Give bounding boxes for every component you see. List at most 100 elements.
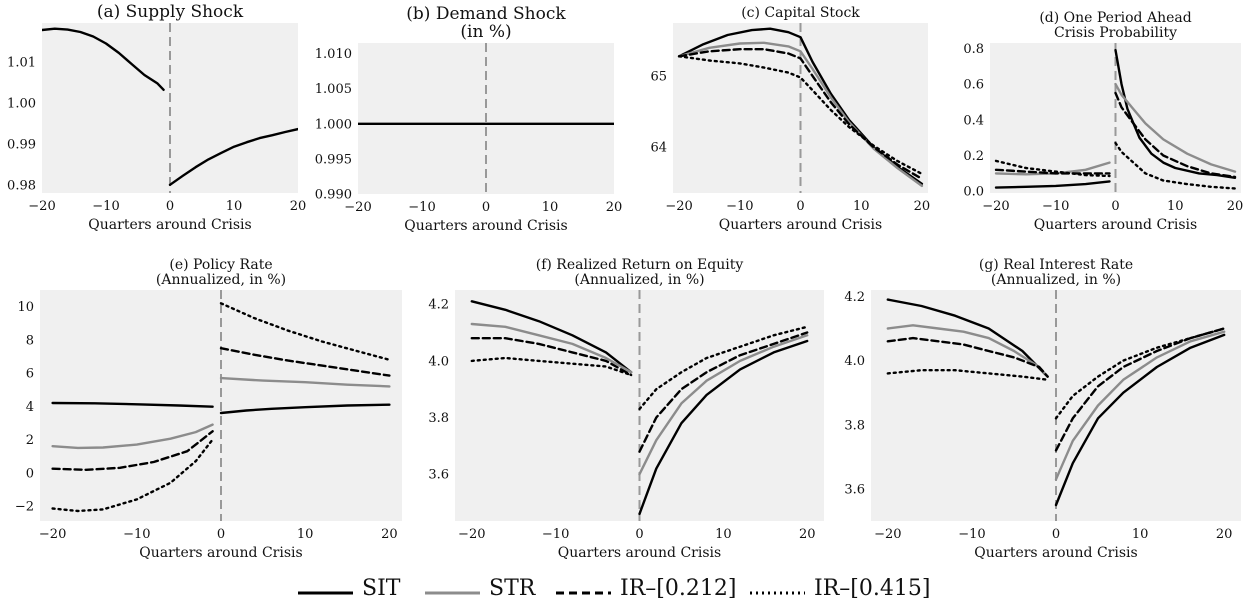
- legend-label-sit: SIT: [362, 576, 401, 601]
- series-line-ir-0-415-: [1054, 327, 1226, 420]
- panel-title-f: (f) Realized Return on Equity: [536, 257, 744, 273]
- x-tick-label: 20: [381, 527, 398, 542]
- series-line-str: [219, 376, 391, 388]
- y-tick-label: 1.005: [315, 82, 352, 97]
- panel-title-c: (c) Capital Stock: [741, 5, 860, 21]
- x-tick-label: −10: [542, 527, 569, 542]
- x-tick-label: 20: [799, 527, 816, 542]
- series-line-ir-0-415-: [1114, 141, 1237, 190]
- y-tick-label: 1.00: [7, 96, 36, 111]
- series-line-str: [638, 334, 809, 476]
- panel-title-b: (b) Demand Shock: [406, 4, 566, 24]
- x-tick-label: −10: [92, 199, 119, 214]
- x-tick-label: 10: [297, 527, 314, 542]
- y-tick-label: 1.000: [315, 117, 352, 132]
- series-line-ir-0-415-: [638, 325, 809, 411]
- panel-c: (c) Capital Stock −20 −10 0 10 20 64 65 Quarters…: [650, 5, 930, 233]
- x-tick-label: 10: [226, 199, 243, 214]
- x-tick-label: −20: [458, 527, 485, 542]
- x-tick-label: 0: [796, 199, 804, 214]
- series-line-ir-0-212-: [886, 336, 1049, 378]
- series-line-str: [470, 322, 633, 374]
- series-line-sit: [51, 401, 214, 408]
- series-group: [51, 302, 391, 513]
- panel-e: (e) Policy Rate(Annualized, in %)−20 −10 0…: [15, 257, 402, 561]
- y-tick-label: −2: [15, 500, 34, 515]
- x-tick-label: −20: [982, 199, 1009, 214]
- x-tick-label: −10: [123, 527, 150, 542]
- series-line-sit: [994, 180, 1111, 189]
- x-tick-label: −20: [344, 200, 371, 215]
- x-tick-label: −10: [958, 527, 985, 542]
- series-line-ir-0-212-: [219, 347, 391, 377]
- y-tick-label: 3.8: [428, 411, 449, 426]
- y-tick-label: 4.0: [428, 354, 449, 369]
- series-group: [886, 298, 1226, 507]
- x-tick-label: −10: [726, 199, 753, 214]
- legend-label-ir-0415: IR–[0.415]: [814, 576, 930, 601]
- legend-label-str: STR: [489, 576, 537, 601]
- y-tick-label: 3.6: [428, 468, 449, 483]
- series-line-str: [1114, 82, 1237, 173]
- x-axis-label: Quarters around Crisis: [719, 217, 882, 233]
- x-tick-label: −20: [28, 199, 55, 214]
- x-tick-label: 20: [914, 199, 931, 214]
- x-axis-label: Quarters around Crisis: [404, 218, 567, 234]
- x-axis-label: Quarters around Crisis: [139, 545, 302, 561]
- series-line-ir-0-212-: [1114, 91, 1237, 179]
- panel-f: (f) Realized Return on Equity(Annualized…: [428, 257, 824, 561]
- x-tick-label: −10: [1042, 199, 1069, 214]
- x-tick-label: 20: [606, 200, 623, 215]
- series-line-ir-0-212-: [994, 168, 1111, 175]
- x-tick-label: 10: [1132, 527, 1149, 542]
- series-line-ir-0-212-: [51, 430, 214, 471]
- series-line-ir-0-212-: [677, 48, 924, 181]
- series-line-str: [1054, 330, 1226, 481]
- y-tick-label: 0.995: [315, 152, 352, 167]
- legend-label-ir-0212: IR–[0.212]: [620, 576, 736, 601]
- x-tick-label: 0: [1111, 199, 1119, 214]
- y-tick-label: 4.2: [428, 298, 449, 313]
- panel-title-f: (Annualized, in %): [574, 272, 704, 288]
- y-tick-label: 0.98: [7, 178, 36, 193]
- series-line-sit: [1054, 333, 1226, 507]
- x-tick-label: −10: [408, 200, 435, 215]
- panel-title-e: (e) Policy Rate: [169, 257, 272, 273]
- x-tick-label: 0: [635, 527, 643, 542]
- x-tick-label: 10: [715, 527, 732, 542]
- x-tick-label: 10: [542, 200, 559, 215]
- series-line-str: [51, 423, 214, 450]
- y-tick-label: 0: [26, 466, 34, 481]
- panel-title-g: (Annualized, in %): [991, 272, 1121, 288]
- panels-group: (a) Supply Shock−20 −10 0 10 200.980.991.001…: [7, 2, 1243, 561]
- y-tick-label: 3.6: [844, 482, 865, 497]
- series-line-ir-0-415-: [219, 302, 391, 361]
- y-tick-label: 0.990: [315, 188, 352, 203]
- y-tick-label: 0.0: [963, 185, 984, 200]
- y-tick-label: 2: [26, 433, 34, 448]
- series-line-ir-0-212-: [470, 337, 633, 377]
- panel-title-e: (Annualized, in %): [156, 272, 286, 288]
- series-line-sit: [638, 339, 809, 516]
- y-tick-label: 0.6: [963, 78, 984, 93]
- figure-legend: SIT STR IR–[0.212] IR–[0.415]: [298, 576, 930, 601]
- series-group: [994, 48, 1237, 190]
- series-line-str: [677, 41, 924, 188]
- x-axis-label: Quarters around Crisis: [558, 545, 721, 561]
- series-line-ir-0-415-: [677, 55, 924, 176]
- panel-title-b: (in %): [460, 22, 511, 42]
- panel-title-g: (g) Real Interest Rate: [979, 257, 1133, 273]
- series-line-ir-0-212-: [1054, 327, 1226, 452]
- x-axis-label: Quarters around Crisis: [1034, 217, 1197, 233]
- legend-entry-str: STR: [425, 576, 537, 601]
- y-tick-label: 4.2: [844, 290, 865, 305]
- y-tick-label: 1.01: [7, 55, 36, 70]
- series-line-sit: [219, 403, 391, 415]
- series-line-ir-0-212-: [638, 331, 809, 453]
- y-tick-label: 0.8: [963, 42, 984, 57]
- series-line-sit: [168, 127, 298, 187]
- y-tick-label: 1.010: [315, 47, 352, 62]
- y-tick-label: 0.4: [963, 113, 984, 128]
